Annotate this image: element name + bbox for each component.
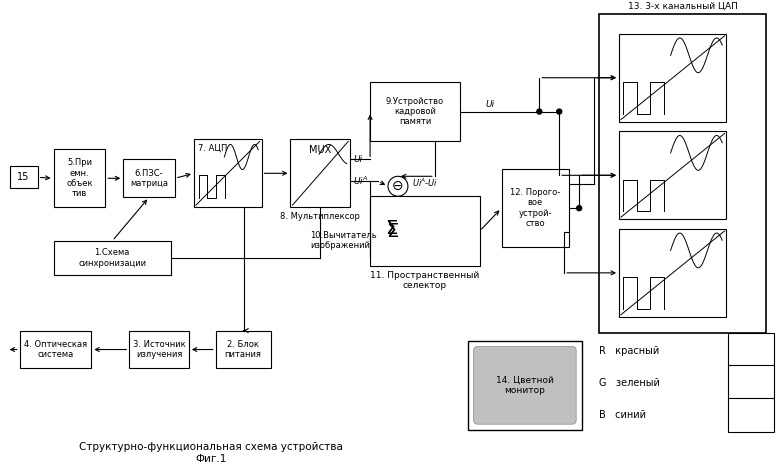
Bar [599,14,766,333]
Text: Ui: Ui [353,155,362,164]
Text: G   зеленый: G зеленый [599,378,660,388]
Text: R   красный: R красный [599,345,659,356]
Bar [194,139,261,207]
Bar [290,139,350,207]
Bar [468,341,582,430]
Text: 9.Устройство
кадровой
памяти: 9.Устройство кадровой памяти [386,96,444,126]
Text: Σ: Σ [386,221,398,240]
Text: 3. Источник
излучения: 3. Источник излучения [133,340,186,359]
Bar [502,169,569,247]
FancyBboxPatch shape [473,347,576,424]
Bar [9,166,37,188]
Bar [123,159,175,197]
Text: 8. Мультиплексор: 8. Мультиплексор [280,212,360,221]
Text: B   синий: B синий [599,410,646,420]
Bar [619,131,726,219]
Text: Структурно-функциональная схема устройства: Структурно-функциональная схема устройст… [79,442,342,452]
Text: 4. Оптическая
система: 4. Оптическая система [24,340,87,359]
Text: 1.Схема
синхронизации: 1.Схема синхронизации [78,248,146,267]
Bar [619,34,726,122]
Circle shape [537,109,542,114]
Text: 2. Блок
питания: 2. Блок питания [225,340,261,359]
Text: Ui: Ui [485,100,494,109]
Bar [54,241,171,275]
Bar [619,229,726,317]
Bar [370,196,480,266]
Bar [54,150,105,207]
Text: 11. Пространственный
селектор: 11. Пространственный селектор [370,271,480,290]
Bar [370,82,459,142]
Bar [20,330,91,369]
Text: 13. 3-х канальный ЦАП: 13. 3-х канальный ЦАП [628,2,738,11]
Text: Σ: Σ [385,219,397,238]
Text: 6.ПЗС-
матрица: 6.ПЗС- матрица [130,169,168,188]
Bar [216,330,271,369]
Bar [129,330,189,369]
Circle shape [557,109,562,114]
Text: ⊖: ⊖ [392,179,404,193]
Text: 10.Вычитатель
изображений: 10.Вычитатель изображений [310,231,377,250]
Text: 5.При
емн.
объек
тив: 5.При емн. объек тив [66,158,93,199]
Circle shape [576,206,582,211]
Text: 15: 15 [17,172,30,182]
Text: 12. Порого-
вое
устрой-
ство: 12. Порого- вое устрой- ство [510,188,561,228]
Text: Ui$^{A}$-Ui: Ui$^{A}$-Ui [412,177,438,190]
Bar [729,333,775,432]
Text: 14. Цветной
монитор: 14. Цветной монитор [496,376,554,395]
Text: 7. АЦП: 7. АЦП [198,144,227,152]
Bar [370,201,412,256]
Text: MUX: MUX [309,145,332,156]
Text: Фиг.1: Фиг.1 [195,454,226,464]
Text: Ui$^{A}$: Ui$^{A}$ [353,175,368,187]
